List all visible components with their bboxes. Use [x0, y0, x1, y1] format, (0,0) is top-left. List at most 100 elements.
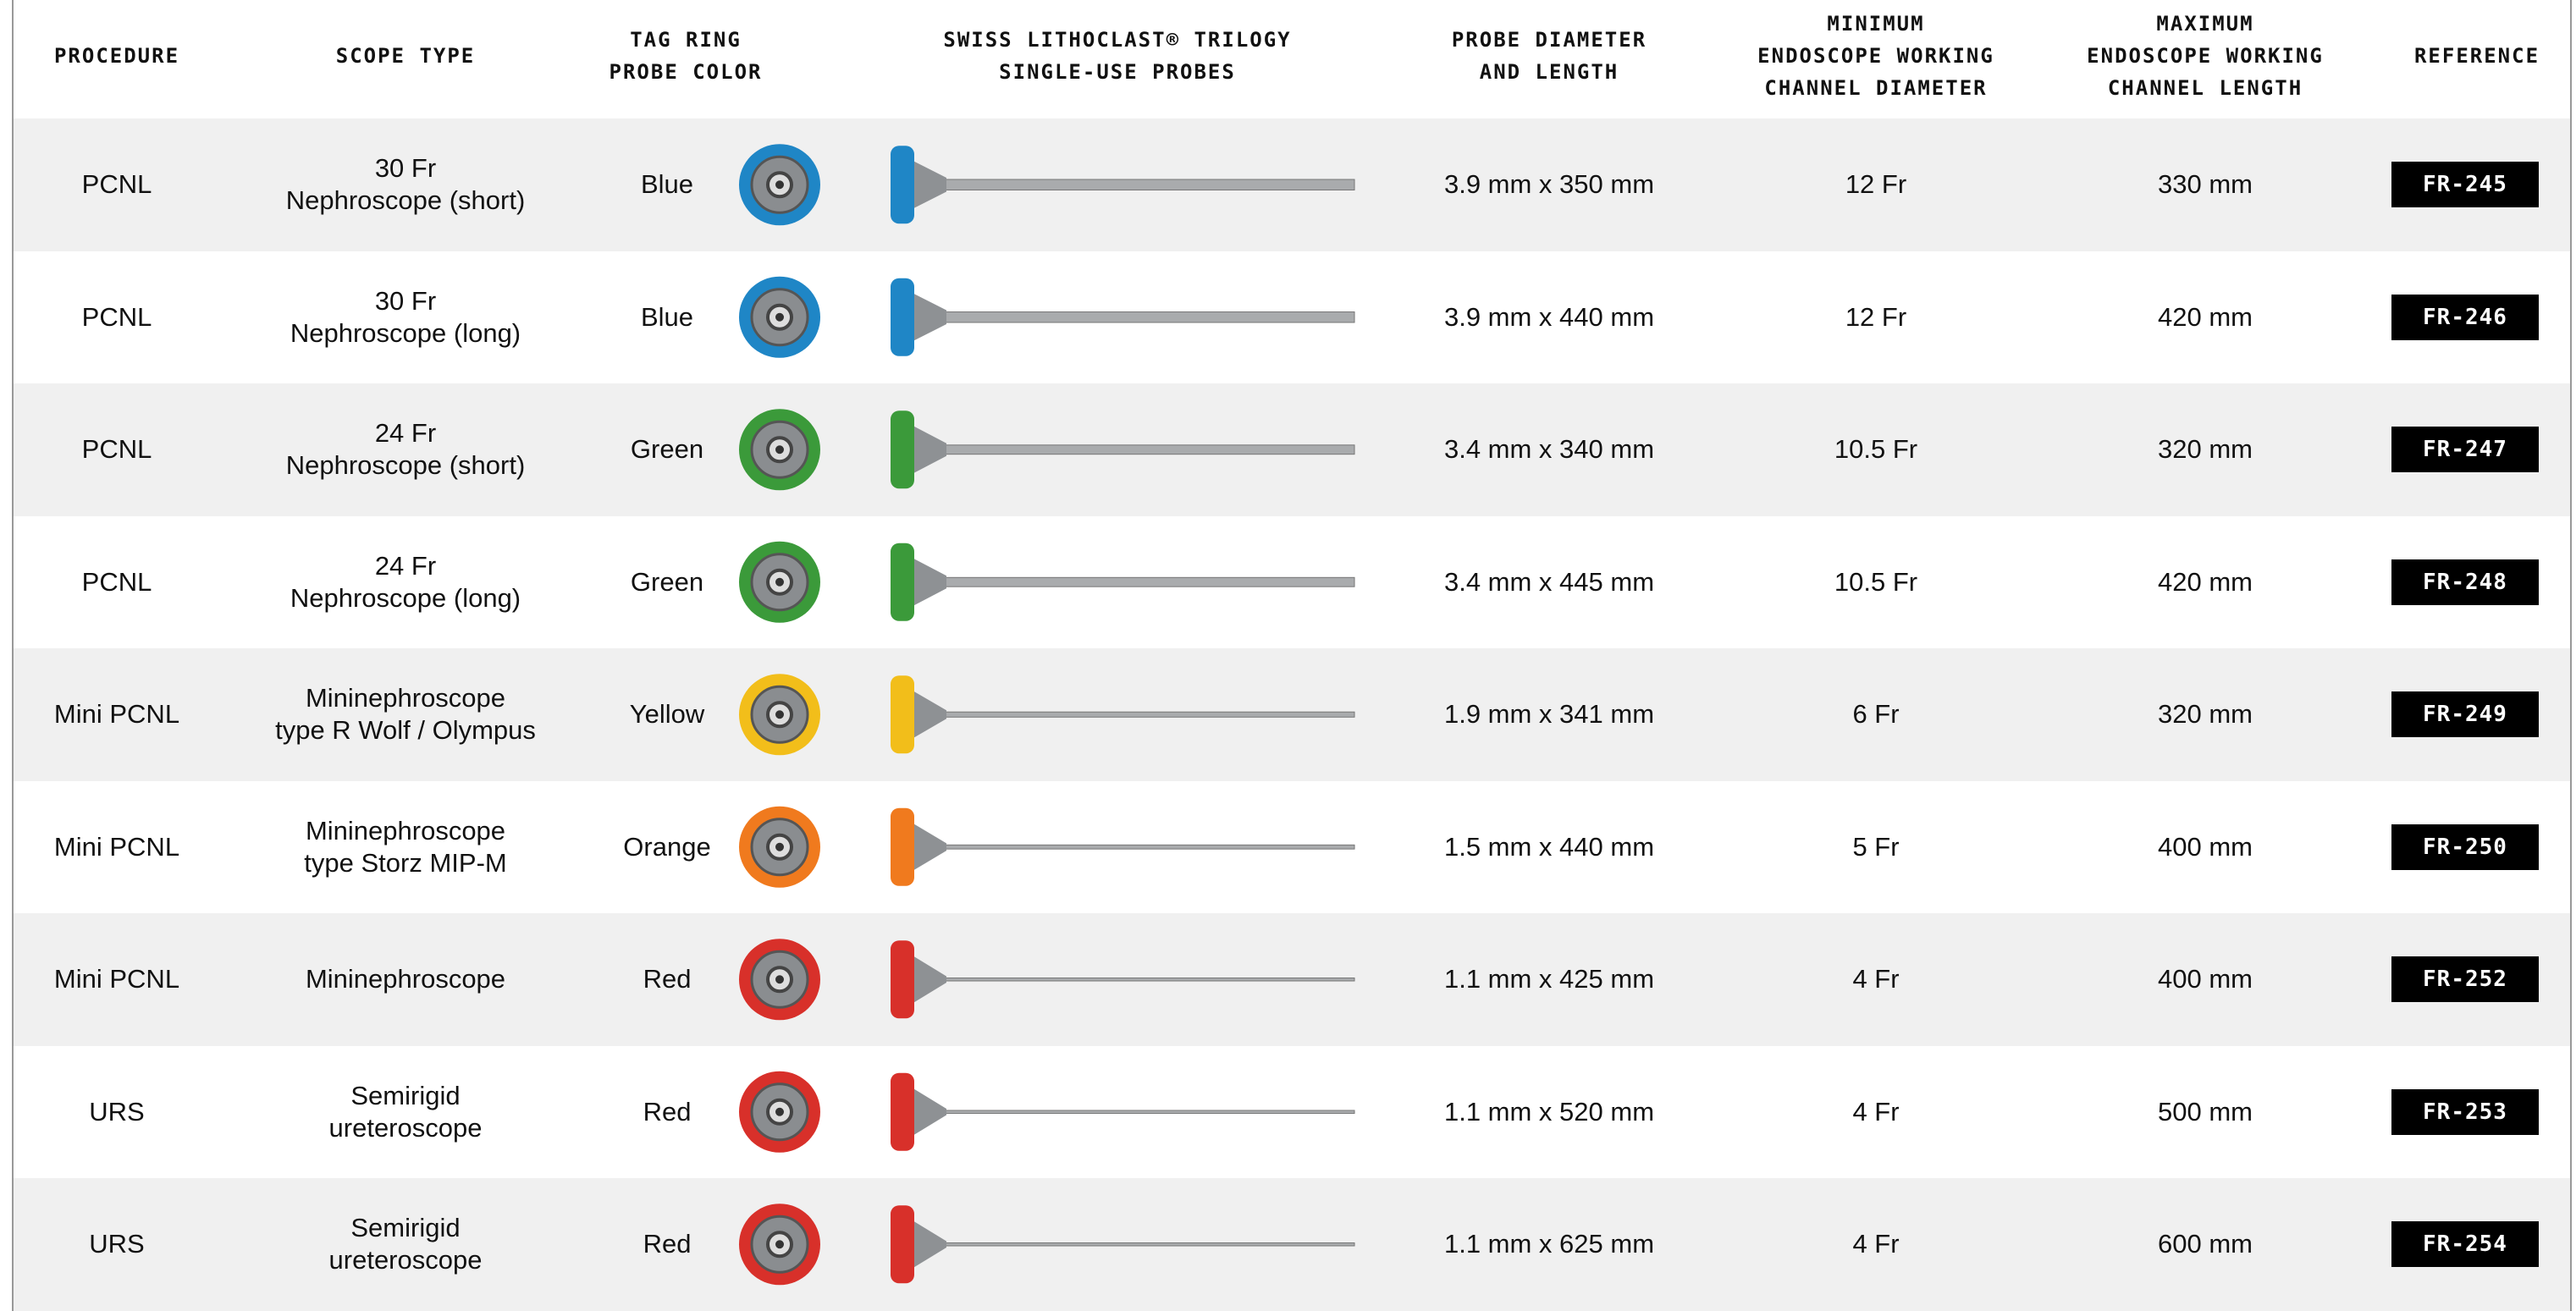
- min-channel: 10.5 Fr: [1834, 566, 1918, 597]
- probe-cap: [891, 543, 914, 621]
- tag-ring-dot: [775, 975, 784, 984]
- probe-size: 3.9 mm x 350 mm: [1443, 169, 1655, 200]
- max-length: 600 mm: [2158, 1229, 2253, 1259]
- column-header: MAXIMUM ENDOSCOPE WORKING CHANNEL LENGTH: [2087, 12, 2324, 100]
- procedure: PCNL: [81, 434, 152, 465]
- scope-type: 24 Fr Nephroscope (short): [285, 418, 526, 481]
- scope-type: Semirigid ureteroscope: [328, 1213, 483, 1275]
- ring-color-name: Red: [643, 1096, 692, 1126]
- column-header: REFERENCE: [2413, 44, 2540, 68]
- scope-type: 30 Fr Nephroscope (short): [285, 153, 526, 216]
- probe-cap: [891, 807, 914, 886]
- probe-cone: [910, 1086, 946, 1137]
- column-header: MINIMUM ENDOSCOPE WORKING CHANNEL DIAMET…: [1757, 12, 1994, 100]
- reference-badge: FR-249: [2391, 691, 2539, 738]
- ring-color-name: Green: [630, 566, 704, 597]
- probe-cap: [891, 675, 914, 754]
- procedure: PCNL: [81, 566, 152, 597]
- probe-cone: [910, 954, 946, 1005]
- probe-shaft: [939, 311, 1355, 323]
- column-header: SWISS LITHOCLAST® TRILOGY SINGLE-USE PRO…: [943, 28, 1292, 84]
- min-channel: 12 Fr: [1845, 169, 1907, 200]
- reference-badge: FR-247: [2391, 427, 2539, 473]
- min-channel: 6 Fr: [1852, 699, 1900, 730]
- ring-color-name: Yellow: [629, 699, 705, 730]
- probe-cap: [891, 940, 914, 1019]
- min-channel: 5 Fr: [1852, 831, 1900, 862]
- probe-size: 3.4 mm x 340 mm: [1443, 434, 1655, 465]
- probe-cone: [910, 291, 946, 343]
- scope-type: Mininephroscope: [305, 964, 506, 994]
- max-length: 320 mm: [2158, 699, 2253, 730]
- max-length: 330 mm: [2158, 169, 2253, 200]
- procedure: Mini PCNL: [53, 831, 180, 862]
- probe-shaft: [939, 444, 1355, 455]
- scope-type: Mininephroscope type R Wolf / Olympus: [275, 683, 536, 746]
- reference-badge: FR-250: [2391, 824, 2539, 870]
- probe-cap: [891, 1205, 914, 1284]
- probe-size: 3.4 mm x 445 mm: [1443, 566, 1655, 597]
- tag-ring-dot: [775, 842, 784, 851]
- min-channel: 10.5 Fr: [1834, 434, 1918, 465]
- ring-color-name: Red: [643, 964, 692, 994]
- min-channel: 4 Fr: [1852, 1229, 1900, 1259]
- max-length: 400 mm: [2158, 964, 2253, 994]
- probe-cone: [910, 159, 946, 211]
- probe-shaft: [939, 179, 1355, 190]
- ring-color-name: Blue: [640, 169, 694, 200]
- procedure: PCNL: [81, 301, 152, 332]
- ring-color-name: Red: [643, 1229, 692, 1259]
- probe-shaft: [939, 711, 1355, 718]
- probe-cap: [891, 410, 914, 489]
- reference-badge: FR-254: [2391, 1221, 2539, 1268]
- right-border: [2570, 0, 2572, 1311]
- column-header: PROCEDURE: [53, 44, 180, 68]
- max-length: 320 mm: [2158, 434, 2253, 465]
- probe-size: 1.1 mm x 520 mm: [1443, 1096, 1655, 1126]
- probe-cap: [891, 146, 914, 224]
- max-length: 420 mm: [2158, 301, 2253, 332]
- probe-size: 1.9 mm x 341 mm: [1443, 699, 1655, 730]
- tag-ring-dot: [775, 445, 784, 454]
- probe-shaft: [939, 1110, 1355, 1115]
- max-length: 500 mm: [2158, 1096, 2253, 1126]
- scope-type: Semirigid ureteroscope: [328, 1080, 483, 1143]
- tag-ring-dot: [775, 577, 784, 587]
- procedure: URS: [89, 1096, 145, 1126]
- probe-cone: [910, 689, 946, 741]
- min-channel: 12 Fr: [1845, 301, 1907, 332]
- probe-cone: [910, 556, 946, 608]
- reference-badge: FR-253: [2391, 1088, 2539, 1135]
- left-border: [12, 0, 14, 1311]
- probe-size: 1.5 mm x 440 mm: [1443, 831, 1655, 862]
- probe-cap: [891, 1072, 914, 1151]
- scope-type: 24 Fr Nephroscope (long): [290, 550, 521, 613]
- procedure: URS: [89, 1229, 145, 1259]
- probe-cone: [910, 424, 946, 476]
- ring-color-name: Blue: [640, 301, 694, 332]
- probe-size: 3.9 mm x 440 mm: [1443, 301, 1655, 332]
- column-header: SCOPE TYPE: [335, 44, 476, 68]
- probe-size: 1.1 mm x 425 mm: [1443, 964, 1655, 994]
- probe-size: 1.1 mm x 625 mm: [1443, 1229, 1655, 1259]
- probe-shaft: [939, 1242, 1355, 1247]
- max-length: 420 mm: [2158, 566, 2253, 597]
- min-channel: 4 Fr: [1852, 964, 1900, 994]
- procedure: Mini PCNL: [53, 964, 180, 994]
- scope-type: Mininephroscope type Storz MIP-M: [304, 815, 507, 878]
- probe-cone: [910, 1219, 946, 1270]
- tag-ring-dot: [775, 180, 784, 190]
- ring-color-name: Orange: [623, 831, 711, 862]
- tag-ring-dot: [775, 312, 784, 322]
- procedure: Mini PCNL: [53, 699, 180, 730]
- column-header: TAG RING PROBE COLOR: [609, 28, 763, 84]
- reference-badge: FR-246: [2391, 294, 2539, 340]
- tag-ring-dot: [775, 1107, 784, 1116]
- probe-shaft: [939, 977, 1355, 982]
- probe-cone: [910, 821, 946, 873]
- min-channel: 4 Fr: [1852, 1096, 1900, 1126]
- max-length: 400 mm: [2158, 831, 2253, 862]
- tag-ring-dot: [775, 1240, 784, 1249]
